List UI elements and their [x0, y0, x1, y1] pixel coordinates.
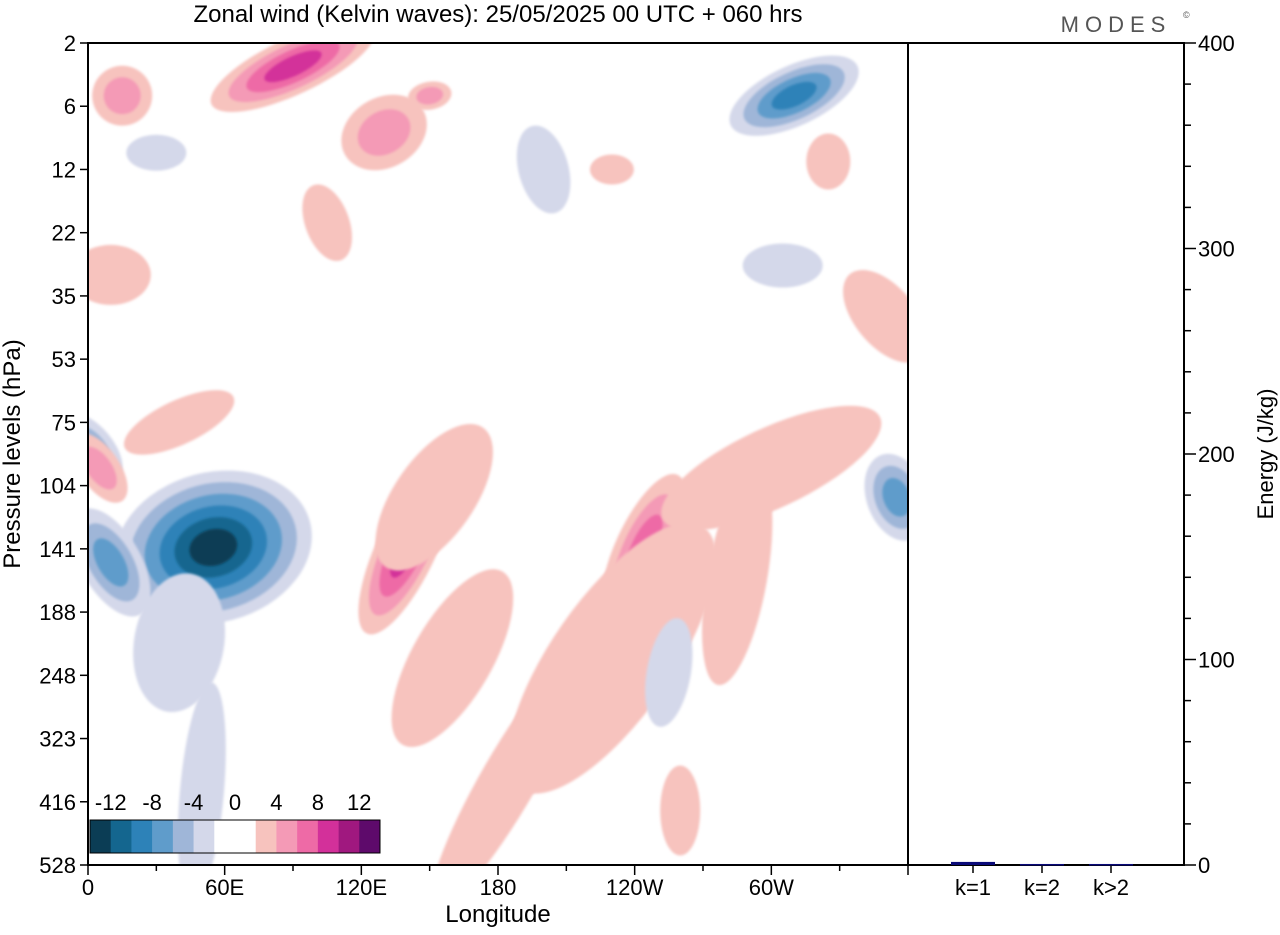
energy-category-label: k=2 — [1024, 875, 1060, 900]
colorbar-swatch — [90, 820, 112, 853]
y-tick-label: 75 — [52, 410, 76, 435]
colorbar-swatch — [297, 820, 319, 853]
y-tick-label: 248 — [39, 663, 76, 688]
contour-negative-region — [133, 573, 226, 713]
contour-positive-region — [660, 765, 701, 856]
colorbar-border — [89, 819, 381, 854]
colorbar-swatch — [172, 820, 194, 853]
contour-positive-region — [88, 244, 151, 305]
colorbar-swatch — [110, 820, 132, 853]
colorbar-swatch — [317, 820, 339, 853]
y-tick-label: 104 — [39, 474, 76, 499]
energy-tick-label: 400 — [1198, 31, 1235, 56]
y-axis-label: Pressure levels (hPa) — [0, 339, 26, 568]
colorbar-label: -4 — [184, 790, 204, 815]
colorbar: -12 -8 -4 0 4 8 12 — [89, 790, 381, 854]
energy-tick-label: 300 — [1198, 237, 1235, 262]
longitude-axis: 0 60E 120E 180 120W 60W — [82, 865, 909, 900]
colorbar-label: 4 — [270, 790, 282, 815]
contour-positive-region — [123, 390, 235, 455]
energy-axis-label: Energy (J/kg) — [1253, 389, 1278, 520]
y-tick-label: 416 — [39, 790, 76, 815]
contour-negative-region — [126, 134, 187, 171]
energy-bar — [951, 861, 995, 865]
colorbar-label: 8 — [312, 790, 324, 815]
colorbar-swatch — [276, 820, 298, 853]
contour-negative-region — [516, 125, 571, 214]
brand-logo: MODES — [1061, 12, 1172, 37]
energy-bar — [1020, 863, 1064, 866]
energy-category-label: k=1 — [955, 875, 991, 900]
y-tick-label: 6 — [64, 94, 76, 119]
energy-bar-chart: 0 100 200 300 400 k=1 k=2 k>2 — [951, 31, 1235, 900]
energy-bar — [1089, 863, 1133, 866]
y-tick-label: 12 — [52, 157, 76, 182]
contour-negative-region — [771, 81, 817, 110]
chart-title: Zonal wind (Kelvin waves): 25/05/2025 00… — [194, 1, 803, 28]
colorbar-swatch — [131, 820, 153, 853]
x-tick-label: 60E — [205, 875, 244, 900]
brand-mark: © — [1183, 10, 1190, 20]
pressure-axis: 2 6 12 22 35 53 75 104 141 188 248 323 416 528 — [39, 31, 88, 878]
contour-positive-region — [391, 569, 514, 747]
x-tick-label: 120E — [336, 875, 387, 900]
contour-negative-region — [742, 243, 823, 288]
contour-negative-region — [882, 477, 908, 517]
contour-negative-region — [189, 528, 238, 567]
contour-positive-region — [843, 269, 908, 363]
contour-positive-region — [702, 468, 773, 686]
colorbar-label: -12 — [95, 790, 127, 815]
contour-positive-region — [806, 133, 851, 190]
contour-positive-region — [264, 50, 322, 83]
y-tick-label: 141 — [39, 537, 76, 562]
y-tick-label: 528 — [39, 853, 76, 878]
contour-positive-region — [589, 154, 634, 185]
contour-negative-region — [93, 538, 129, 587]
x-tick-label: 120W — [606, 875, 664, 900]
x-tick-label: 0 — [82, 875, 94, 900]
contour-field — [88, 43, 908, 865]
contour-negative-region — [645, 618, 693, 727]
colorbar-swatch — [235, 820, 257, 853]
energy-panel-frame — [907, 42, 1185, 866]
contour-positive-region — [357, 109, 411, 156]
colorbar-swatch — [193, 820, 215, 853]
contour-positive-region — [661, 405, 882, 531]
contour-positive-region — [375, 423, 493, 571]
contour-positive-region — [103, 77, 141, 115]
colorbar-label: 0 — [229, 790, 241, 815]
y-tick-label: 188 — [39, 600, 76, 625]
y-tick-label: 35 — [52, 284, 76, 309]
contour-positive-region — [88, 446, 117, 490]
x-tick-label: 180 — [480, 875, 517, 900]
energy-tick-label: 200 — [1198, 442, 1235, 467]
contour-positive-region — [302, 184, 352, 262]
contour-positive-region — [507, 522, 717, 794]
y-tick-label: 22 — [52, 221, 76, 246]
colorbar-swatch — [255, 820, 277, 853]
y-tick-label: 53 — [52, 347, 76, 372]
colorbar-swatch — [214, 820, 236, 853]
colorbar-label: -8 — [142, 790, 162, 815]
x-tick-label: 60W — [749, 875, 794, 900]
contour-positive-region — [416, 86, 444, 105]
x-axis-label: Longitude — [445, 901, 550, 928]
colorbar-swatch — [338, 820, 360, 853]
colorbar-swatch — [152, 820, 174, 853]
energy-category-label: k>2 — [1093, 875, 1129, 900]
energy-tick-label: 100 — [1198, 648, 1235, 673]
y-tick-label: 2 — [64, 31, 76, 56]
colorbar-label: 12 — [347, 790, 371, 815]
energy-tick-label: 0 — [1198, 853, 1210, 878]
y-tick-label: 323 — [39, 727, 76, 752]
colorbar-swatch — [359, 820, 381, 853]
